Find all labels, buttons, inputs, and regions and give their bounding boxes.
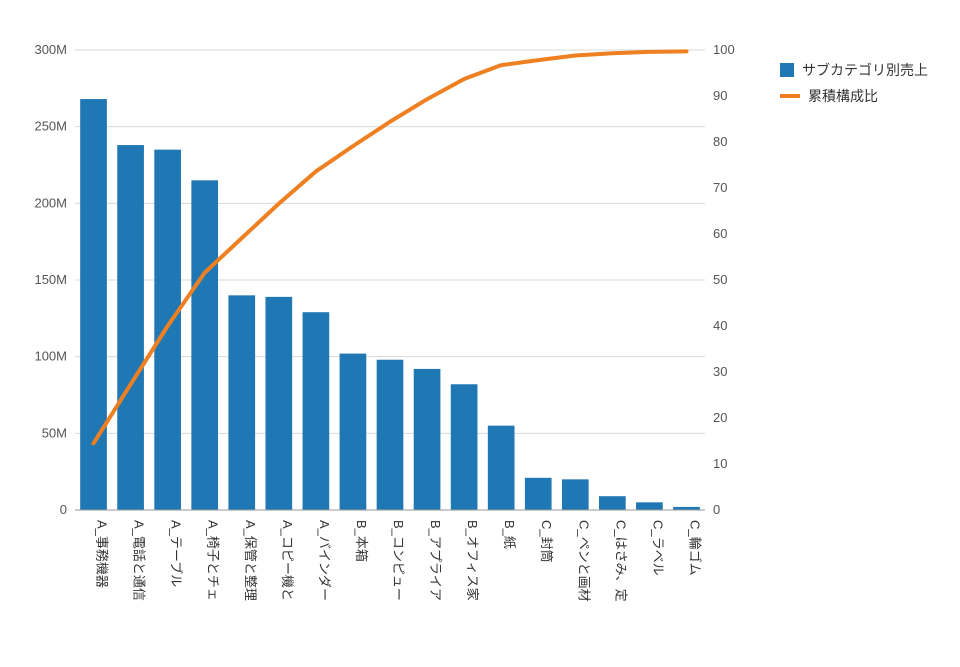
legend-line-label: 累積構成比 [808,86,878,106]
svg-text:200M: 200M [34,195,67,210]
svg-text:250M: 250M [34,119,67,134]
svg-text:100: 100 [713,42,735,57]
bar [525,478,552,510]
bar [636,502,663,510]
category-label: A_バインダー [317,520,332,601]
chart-container: 0 50M 100M 150M 200M 250M 300M 0 10 20 30 40 50 60 70 8… [20,20,940,620]
svg-text:50M: 50M [42,425,67,440]
category-label: B_オフィス家 [465,520,480,601]
bar [80,99,107,510]
legend: サブカテゴリ別売上 累積構成比 [760,20,928,620]
bar [377,360,404,510]
bar [117,145,144,510]
category-label: A_保管と整理 [243,520,258,601]
category-label: C_封筒 [539,520,554,563]
svg-text:150M: 150M [34,272,67,287]
legend-item-line: 累積構成比 [780,86,928,106]
legend-item-bars: サブカテゴリ別売上 [780,60,928,80]
category-label: A_椅子とチェ [206,520,221,601]
category-label: B_コンピュー [391,520,406,601]
bar [228,295,255,510]
svg-text:40: 40 [713,318,727,333]
svg-text:0: 0 [713,502,720,517]
category-label: A_テーブル [169,520,184,587]
category-label: A_電話と通信 [132,520,147,601]
bar [414,369,441,510]
svg-text:0: 0 [60,502,67,517]
bar [562,479,589,510]
category-label: C_輪ゴム [687,520,702,576]
category-label: C_ペンと画材 [576,520,591,602]
svg-text:80: 80 [713,134,727,149]
category-label: A_事務機器 [95,520,110,588]
svg-text:20: 20 [713,410,727,425]
bar [488,426,515,510]
category-label: C_はさみ、定 [613,520,628,602]
bar [265,297,292,510]
plot-area: 0 50M 100M 150M 200M 250M 300M 0 10 20 30 40 50 60 70 8… [20,20,760,620]
svg-text:30: 30 [713,364,727,379]
bar [191,180,218,510]
bar [154,150,181,510]
bar [303,312,330,510]
bar [599,496,626,510]
svg-text:100M: 100M [34,349,67,364]
legend-bar-swatch [780,63,794,77]
category-label: B_紙 [502,520,517,549]
bar [340,354,367,510]
bar [451,384,478,510]
svg-text:90: 90 [713,88,727,103]
chart-svg: 0 50M 100M 150M 200M 250M 300M 0 10 20 30 40 50 60 70 8… [20,20,760,620]
legend-bar-label: サブカテゴリ別売上 [802,60,928,80]
category-label: B_本箱 [354,520,369,562]
svg-text:10: 10 [713,456,727,471]
svg-text:70: 70 [713,180,727,195]
category-label: B_アプライア [428,520,443,601]
svg-text:50: 50 [713,272,727,287]
svg-text:60: 60 [713,226,727,241]
svg-text:300M: 300M [34,42,67,57]
category-label: A_コピー機と [280,520,295,601]
category-label: C_ラベル [650,520,665,576]
legend-line-swatch [780,94,800,98]
